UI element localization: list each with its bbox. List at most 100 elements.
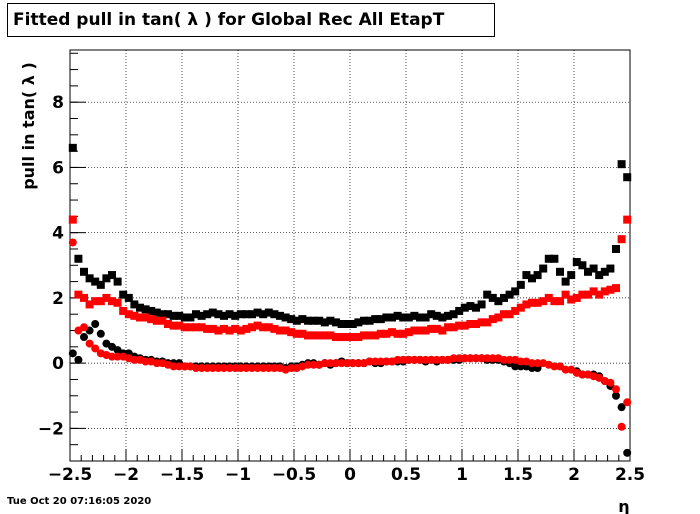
data-point	[477, 300, 486, 309]
data-point	[617, 422, 626, 431]
data-point	[449, 354, 458, 363]
data-point	[197, 364, 206, 373]
data-point	[326, 359, 335, 368]
data-point	[91, 320, 100, 328]
data-point	[197, 311, 206, 320]
data-point	[180, 323, 189, 332]
data-point	[175, 362, 184, 371]
data-point	[365, 331, 374, 340]
data-point	[556, 297, 564, 306]
x-tick-label: 0.5	[391, 465, 421, 485]
data-point	[180, 313, 189, 322]
data-point	[332, 333, 340, 342]
data-point	[550, 297, 559, 306]
data-point	[533, 271, 542, 280]
data-point	[528, 274, 536, 283]
data-point	[320, 331, 329, 340]
data-point	[432, 324, 441, 333]
data-point	[169, 321, 178, 330]
data-point	[158, 316, 167, 325]
data-point	[74, 355, 83, 364]
data-point	[315, 331, 324, 340]
data-point	[354, 359, 363, 368]
data-point	[337, 333, 346, 342]
data-point	[169, 362, 178, 371]
y-tick-label: 0	[52, 354, 64, 374]
data-point	[589, 287, 598, 296]
data-point	[455, 306, 464, 315]
data-point	[158, 310, 167, 319]
y-tick-label: 6	[52, 158, 64, 178]
data-point	[74, 290, 83, 299]
data-point	[248, 310, 256, 319]
data-point	[567, 295, 576, 304]
data-point	[376, 357, 385, 366]
data-point	[544, 254, 553, 263]
x-tick-label: −0.5	[272, 465, 316, 485]
data-point	[472, 354, 480, 363]
data-point	[264, 308, 273, 317]
data-point	[371, 331, 380, 340]
data-point	[315, 316, 324, 325]
data-point	[561, 277, 570, 286]
data-point	[399, 329, 408, 338]
data-point	[253, 308, 262, 317]
data-point	[102, 293, 111, 302]
data-point	[287, 364, 296, 373]
data-point	[376, 329, 385, 338]
data-point	[343, 359, 352, 368]
data-point	[600, 287, 609, 296]
y-tick-label: 2	[52, 289, 64, 309]
data-point	[141, 313, 150, 322]
data-point	[595, 271, 604, 280]
series-3	[68, 238, 632, 431]
data-point	[511, 362, 520, 371]
y-tick-label: 8	[52, 93, 64, 113]
data-point	[516, 303, 525, 312]
data-point	[68, 215, 77, 224]
data-point	[416, 326, 424, 335]
data-point	[516, 357, 525, 366]
data-point	[108, 352, 116, 361]
data-point	[68, 349, 77, 358]
data-point	[130, 355, 139, 364]
data-point	[556, 267, 564, 276]
y-tick-label: 4	[52, 224, 64, 244]
data-point	[337, 359, 346, 368]
data-point	[337, 320, 346, 328]
data-point	[203, 324, 212, 333]
data-point	[539, 297, 548, 306]
data-point	[326, 331, 335, 340]
data-point	[561, 290, 570, 299]
data-point	[236, 364, 245, 373]
data-point	[214, 326, 223, 335]
data-point	[393, 329, 402, 338]
data-point	[85, 339, 94, 348]
data-point	[617, 403, 626, 412]
data-point	[309, 331, 318, 340]
data-point	[91, 297, 100, 306]
series-0	[68, 143, 632, 328]
x-tick-label: 2	[568, 465, 580, 485]
data-point	[483, 354, 492, 363]
data-point	[85, 300, 94, 309]
data-point	[276, 311, 284, 320]
data-point	[483, 290, 492, 299]
data-point	[404, 328, 413, 337]
data-point	[360, 316, 368, 325]
data-point	[427, 310, 436, 319]
data-point	[444, 311, 452, 320]
data-point	[236, 310, 245, 319]
data-point	[505, 310, 514, 319]
data-point	[393, 311, 402, 320]
data-point	[276, 326, 284, 335]
data-point	[130, 311, 139, 320]
data-point	[589, 264, 598, 273]
data-point	[421, 355, 430, 364]
data-point	[180, 362, 189, 371]
data-point	[505, 355, 514, 364]
data-point	[298, 329, 307, 338]
data-point	[253, 364, 262, 373]
data-point	[488, 315, 497, 324]
data-point	[572, 258, 581, 267]
